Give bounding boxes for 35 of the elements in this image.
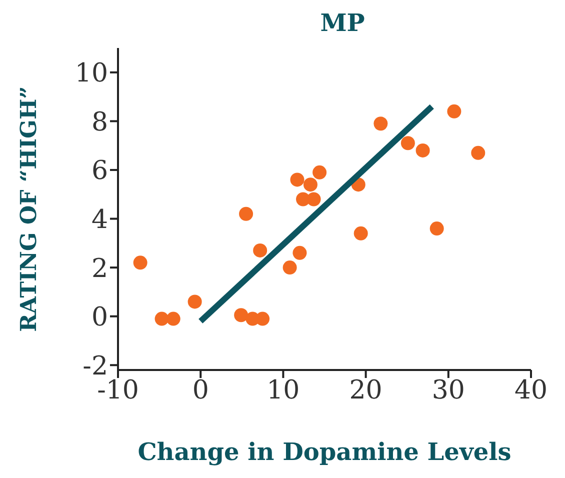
point bbox=[290, 172, 304, 187]
y-tick-label: 8 bbox=[91, 107, 108, 138]
chart-title: MP bbox=[319, 8, 366, 37]
point bbox=[306, 192, 321, 206]
point bbox=[154, 312, 169, 326]
point bbox=[303, 178, 318, 192]
point bbox=[471, 146, 486, 160]
point bbox=[239, 206, 254, 221]
point bbox=[282, 260, 297, 275]
point bbox=[256, 312, 270, 326]
x-tick-label: 30 bbox=[432, 375, 465, 406]
point bbox=[234, 308, 248, 322]
point bbox=[133, 256, 148, 270]
point bbox=[430, 222, 444, 236]
point bbox=[416, 143, 430, 158]
point bbox=[400, 136, 415, 150]
x-tick-label: 40 bbox=[514, 375, 548, 406]
x-axis-title: Change in Dopamine Levels bbox=[138, 437, 512, 466]
point bbox=[447, 104, 462, 118]
y-tick-label: 4 bbox=[91, 204, 108, 235]
y-tick-label: 6 bbox=[91, 156, 108, 186]
y-tick-label: 0 bbox=[91, 302, 108, 333]
x-tick-label: 0 bbox=[192, 375, 209, 406]
point bbox=[188, 294, 202, 309]
point bbox=[166, 312, 180, 326]
point bbox=[253, 243, 268, 258]
point bbox=[292, 246, 307, 260]
x-tick-label: 10 bbox=[266, 375, 300, 406]
y-tick-label: 10 bbox=[74, 58, 108, 89]
y-tick-label: 2 bbox=[91, 254, 108, 284]
point bbox=[374, 116, 388, 131]
y-axis-title: RATING OF “HIGH” bbox=[16, 86, 42, 332]
x-tick-label: 20 bbox=[349, 375, 382, 406]
point bbox=[312, 165, 327, 180]
point bbox=[354, 226, 368, 240]
